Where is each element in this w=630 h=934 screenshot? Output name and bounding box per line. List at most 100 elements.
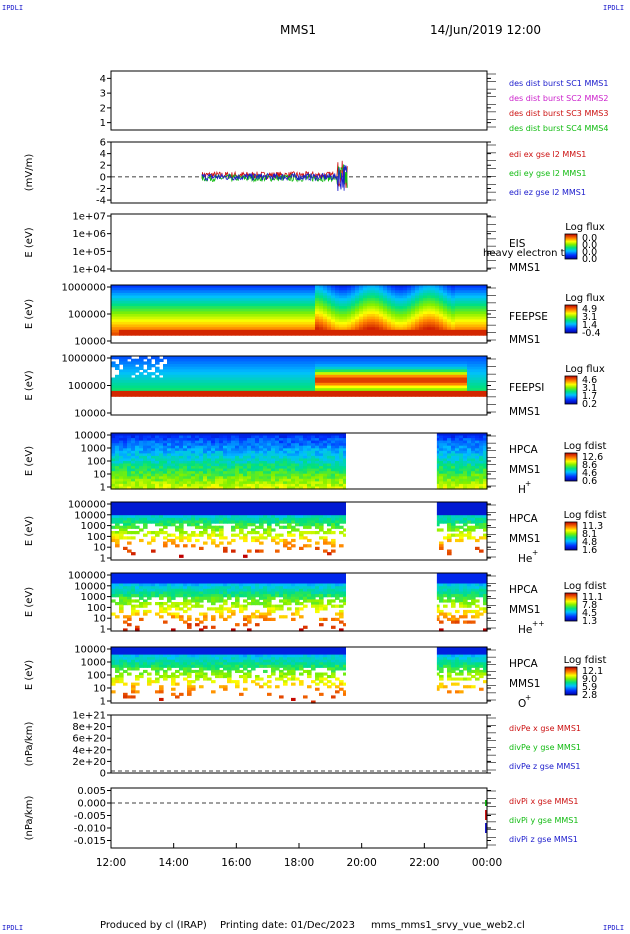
p6-ytick-label-0: 10000 (74, 431, 106, 442)
xtick-label-1: 14:00 (159, 857, 189, 869)
p11-ytick-label-1: 0.000 (77, 799, 106, 810)
p2-series-2 (201, 164, 348, 192)
p11-ylabel: (nPa/km) (24, 796, 35, 841)
p11-legend-1: divPi y gse MMS1 (509, 816, 578, 825)
p8-species-label: He (518, 624, 532, 636)
p7-frame (110, 501, 488, 561)
p9-colorbar-title: Log fdist (564, 655, 607, 666)
corner-label-bottom-left: IPDLI (2, 924, 24, 932)
panel-p4: 1000000 100000 10000 E (eV) FEEPSE MMS1 Log fl… (24, 283, 605, 348)
p8-ytick-label-5: 1 (100, 625, 106, 636)
panel-p9: 10000 1000 100 10 1 E (eV) HPCA MMS1 O+ Log fdist… (24, 645, 606, 711)
p9-ytick-label-0: 10000 (74, 645, 106, 656)
p8-ytick-label-4: 10 (93, 614, 106, 625)
p5-colorbar (564, 375, 578, 405)
p8-instrument-label-0: HPCA (509, 584, 539, 596)
p11-ytick-label-2: -0.005 (74, 811, 106, 822)
p8-colorbar-tick-3: 1.3 (582, 616, 597, 627)
p1-legend-3: des dist burst SC4 MMS4 (509, 124, 608, 133)
p11-legend-0: divPi x gse MMS1 (509, 797, 578, 806)
xtick-label-5: 22:00 (409, 857, 439, 869)
p5-instrument-label-1: MMS1 (509, 406, 540, 418)
p10-legend-1: divPe y gse MMS1 (509, 743, 581, 752)
p7-ytick-label-4: 10 (93, 543, 106, 554)
footer-printing-date: Printing date: 01/Dec/2023 (220, 920, 356, 931)
p10-ylabel: (nPa/km) (24, 722, 35, 767)
p10-ytick-label-2: 6e+20 (72, 734, 106, 745)
p7-colorbar-tick-0: 11.3 (582, 521, 603, 532)
p5-ytick-label-2: 10000 (74, 409, 106, 420)
p9-species-charge: + (525, 693, 531, 702)
p8-colorbar-tick-0: 11.1 (582, 592, 603, 603)
p3-colorbar-tick-3: 0.0 (582, 254, 597, 265)
p5-colorbar-tick-1: 3.1 (582, 383, 597, 394)
p9-ylabel: E (eV) (24, 660, 35, 690)
xtick-label-3: 18:00 (284, 857, 314, 869)
figure-title: MMS1 (280, 23, 316, 37)
p9-colorbar-tick-1: 9.0 (582, 674, 597, 685)
p6-ylabel: E (eV) (24, 446, 35, 476)
p7-species-label: He (518, 553, 532, 565)
p3-overlay-text: heavy electron to (483, 248, 571, 259)
p8-ytick-label-2: 1000 (81, 592, 106, 603)
p9-ytick-label-1: 1000 (81, 658, 106, 669)
corner-label-top-right: IPDLI (603, 4, 625, 12)
p2-ytick-label-5: -4 (96, 196, 106, 207)
p8-ylabel: E (eV) (24, 587, 35, 617)
p5-colorbar-title: Log flux (565, 364, 605, 375)
p4-colorbar-title: Log flux (565, 293, 605, 304)
p6-colorbar (564, 452, 578, 482)
p9-colorbar-tick-0: 12.1 (582, 666, 603, 677)
p1-ytick-label-1: 3 (100, 89, 106, 100)
p7-instrument-label-0: HPCA (509, 513, 539, 525)
p4-colorbar (564, 304, 578, 334)
p6-ytick-label-4: 1 (100, 483, 106, 494)
p6-colorbar-title: Log fdist (564, 441, 607, 452)
p10-ytick-label-1: 8e+20 (72, 722, 106, 733)
p9-instrument-label-1: MMS1 (509, 678, 540, 690)
p8-spectrogram-cells (111, 573, 488, 632)
p7-colorbar-title: Log fdist (564, 510, 607, 521)
p4-colorbar-tick-0: 4.9 (582, 304, 597, 315)
p2-legend-2: edi ez gse l2 MMS1 (509, 188, 586, 197)
p4-ytick-label-2: 10000 (74, 337, 106, 348)
p6-species-charge: + (525, 479, 531, 488)
p1-legend-0: des dist burst SC1 MMS1 (509, 79, 608, 88)
p6-species-label: H (518, 484, 526, 496)
p1-frame (110, 70, 488, 131)
p3-colorbar-title: Log flux (565, 222, 605, 233)
panel-p3: heavy electron to 1e+07 1e+06 1e+05 1e+04 E (… (24, 212, 605, 276)
p9-instrument-label-0: HPCA (509, 658, 539, 670)
p9-colorbar-tick-2: 5.9 (582, 682, 597, 693)
p4-instrument-label-0: FEEPSE (509, 311, 548, 323)
p8-instrument-label-1: MMS1 (509, 604, 540, 616)
p7-ytick-label-2: 1000 (81, 521, 106, 532)
p8-ytick-label-0: 100000 (68, 571, 106, 582)
p1-ytick-label-2: 2 (100, 103, 106, 114)
p8-species-charge: ++ (532, 619, 545, 628)
p8-ytick-label-1: 10000 (74, 581, 106, 592)
p8-ytick-label-3: 100 (87, 603, 106, 614)
p4-instrument-label-1: MMS1 (509, 334, 540, 346)
p7-ytick-label-3: 100 (87, 532, 106, 543)
p7-colorbar-tick-1: 8.1 (582, 529, 597, 540)
p3-colorbar-tick-0: 0.0 (582, 233, 597, 244)
p2-legend-1: edi ey gse l2 MMS1 (509, 169, 587, 178)
p5-ytick-label-0: 1000000 (61, 354, 106, 365)
p1-ytick-label-0: 4 (100, 74, 106, 85)
p11-ytick-label-0: 0.005 (77, 786, 106, 797)
p3-colorbar-tick-1: 0.0 (582, 240, 597, 251)
corner-label-top-left: IPDLI (2, 4, 24, 12)
p9-spectrogram-cells (111, 647, 488, 704)
p9-ytick-label-4: 1 (100, 697, 106, 708)
p10-legend-0: divPe x gse MMS1 (509, 724, 581, 733)
p11-ytick-label-4: -0.015 (74, 836, 106, 847)
p2-ytick-label-3: 0 (100, 172, 106, 183)
p3-frame (110, 213, 488, 272)
footer-script-name: mms_mms1_srvy_vue_web2.cl (371, 920, 525, 931)
p6-ytick-label-2: 100 (87, 457, 106, 468)
p8-frame (110, 572, 488, 632)
